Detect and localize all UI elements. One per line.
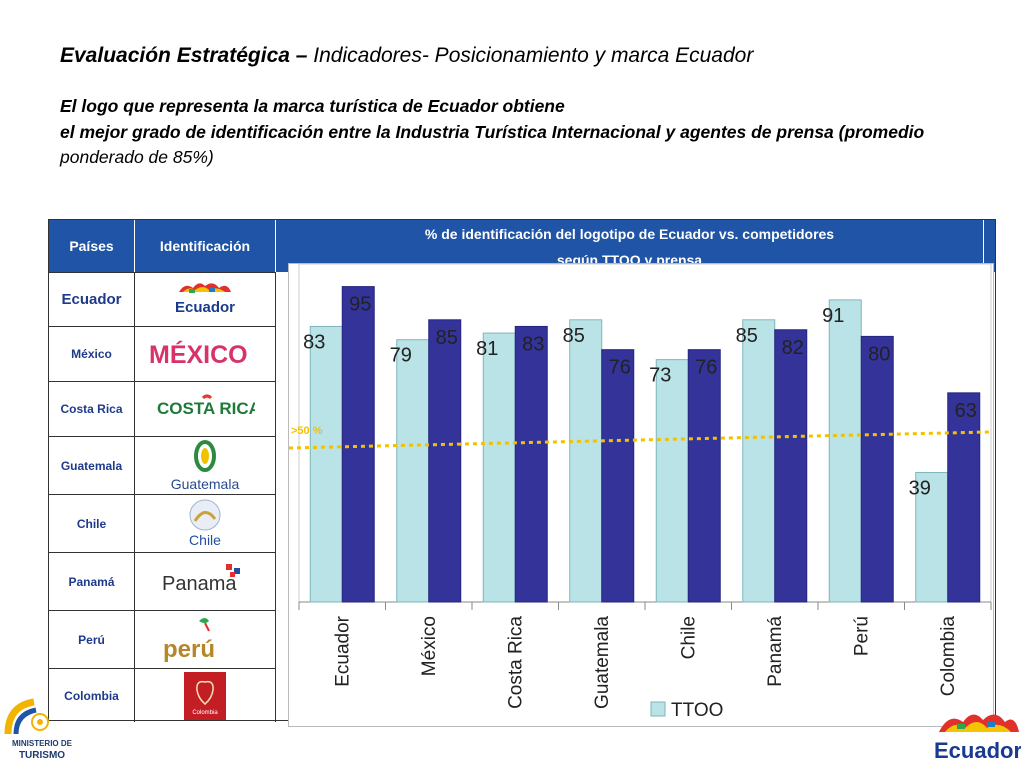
bar-ttoo <box>742 319 776 603</box>
country-name: Chile <box>49 495 135 552</box>
costa-rica-logo: COSTA RICA <box>135 382 276 436</box>
svg-text:perú: perú <box>163 636 215 663</box>
data-label: 82 <box>782 337 804 359</box>
svg-text:Ecuador: Ecuador <box>175 299 235 316</box>
table-row: Colombia Colombia <box>49 668 276 722</box>
bar-ttoo <box>828 299 862 603</box>
bar-chart: 83 95 Ecuador 79 85 México 81 83 Costa Rica 85 76 G… <box>288 263 994 727</box>
bar-ttoo <box>655 359 689 603</box>
table-row: Costa Rica COSTA RICA <box>49 381 276 436</box>
bar-prensa <box>514 325 548 603</box>
table-row: Panamá Panama <box>49 552 276 610</box>
title-rest: Indicadores- Posicionamiento y marca Ecu… <box>307 44 754 67</box>
category-label: Guatemala <box>592 616 613 709</box>
data-label: 79 <box>390 345 412 367</box>
table-row: México MÉXICO <box>49 326 276 381</box>
country-name: Guatemala <box>49 437 135 494</box>
bar-ttoo <box>569 319 603 603</box>
bar-ttoo <box>396 339 430 603</box>
data-label: 83 <box>522 333 544 355</box>
data-label: 76 <box>695 357 717 379</box>
data-label: 81 <box>476 338 498 360</box>
mexico-logo: MÉXICO <box>135 327 276 381</box>
category-label: Colombia <box>938 616 959 697</box>
slide-title: Evaluación Estratégica – Indicadores- Po… <box>60 44 753 68</box>
chart-svg: 83 95 Ecuador 79 85 México 81 83 Costa Rica 85 76 G… <box>288 263 992 721</box>
bar-ttoo <box>482 332 516 603</box>
bar-prensa <box>947 392 981 603</box>
bar-prensa <box>341 286 375 603</box>
data-label: 73 <box>649 365 671 387</box>
country-name: Perú <box>49 611 135 668</box>
category-label: Panamá <box>765 616 786 687</box>
legend-label-ttoo: TTOO <box>671 700 723 721</box>
data-label: 91 <box>822 305 844 327</box>
bar-prensa <box>687 349 721 603</box>
peru-logo: perú <box>135 611 276 668</box>
threshold-label: >50 % <box>291 425 323 437</box>
country-name: Colombia <box>49 669 135 722</box>
table-row: Guatemala Guatemala <box>49 436 276 494</box>
category-label: Ecuador <box>332 615 353 686</box>
legend-swatch-ttoo <box>650 701 666 717</box>
data-label: 80 <box>868 343 890 365</box>
svg-text:Colombia: Colombia <box>192 710 218 716</box>
table-row: Perú perú <box>49 610 276 668</box>
bar-prensa <box>774 329 808 603</box>
country-name: Ecuador <box>49 273 135 326</box>
svg-text:Guatemala: Guatemala <box>171 476 240 492</box>
ecuador-logo: Ecuador <box>135 273 276 326</box>
bar-prensa <box>860 335 894 603</box>
table-row: Ecuador Ecuador <box>49 272 276 326</box>
svg-text:MÉXICO: MÉXICO <box>149 340 248 369</box>
ministerio-logo: MINISTERIO DE TURISMO <box>2 694 82 764</box>
guatemala-logo: Guatemala <box>135 437 276 494</box>
subtitle-line-2: el mejor grado de identificación entre l… <box>60 122 925 142</box>
data-label: 85 <box>436 327 458 349</box>
bar-ttoo <box>915 472 949 603</box>
chart-title-line-1: % de identificación del logotipo de Ecua… <box>424 226 835 242</box>
bar-prensa <box>428 319 462 603</box>
data-label: 83 <box>303 331 325 353</box>
subtitle-line-1: El logo que representa la marca turístic… <box>60 96 565 116</box>
table-row: Chile Chile <box>49 494 276 552</box>
category-label: Costa Rica <box>505 616 526 709</box>
country-name: Costa Rica <box>49 382 135 436</box>
data-label: 76 <box>609 357 631 379</box>
chile-logo: Chile <box>135 495 276 552</box>
country-name: Panamá <box>49 553 135 610</box>
bar-prensa <box>601 349 635 603</box>
header-paises: Países <box>49 220 135 272</box>
country-name: México <box>49 327 135 381</box>
svg-text:Panama: Panama <box>162 573 237 595</box>
colombia-logo: Colombia <box>135 669 276 722</box>
data-label: 63 <box>955 400 977 422</box>
svg-text:Chile: Chile <box>189 532 221 548</box>
title-bold: Evaluación Estratégica – <box>60 44 308 67</box>
data-label: 39 <box>909 478 931 500</box>
bar-ttoo <box>309 325 343 603</box>
svg-text:COSTA RICA: COSTA RICA <box>157 399 255 418</box>
data-label: 85 <box>736 325 758 347</box>
data-label: 95 <box>349 294 371 316</box>
panama-logo: Panama <box>135 553 276 610</box>
svg-text:MINISTERIO DE: MINISTERIO DE <box>12 739 73 748</box>
ecuador-brand-logo: Ecuador <box>934 706 1022 766</box>
data-label: 85 <box>563 325 585 347</box>
category-label: México <box>419 616 440 676</box>
category-label: Chile <box>678 616 699 659</box>
svg-text:TURISMO: TURISMO <box>19 750 65 761</box>
category-label: Perú <box>851 616 872 656</box>
svg-text:Ecuador: Ecuador <box>935 738 1021 763</box>
header-identificacion: Identificación <box>135 220 276 272</box>
subtitle-line-3: ponderado de 85%) <box>60 147 214 167</box>
